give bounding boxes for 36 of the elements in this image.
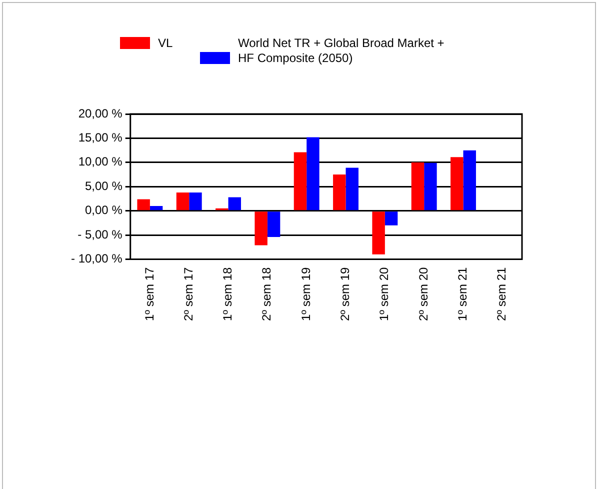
y-tick-label: 10,00 %	[78, 154, 123, 169]
bar	[228, 197, 241, 210]
x-tick-label: 1º sem 18	[220, 266, 235, 322]
legend-label: World Net TR + Global Broad Market + HF Composite (2050)	[238, 36, 446, 66]
x-tick-label: 2º sem 18	[260, 266, 274, 322]
x-tick-label: 1º sem 20	[377, 266, 392, 322]
bar	[176, 192, 190, 210]
bar	[384, 212, 398, 226]
y-tick-label: - 10,00 %	[70, 252, 123, 266]
bar	[189, 192, 202, 210]
bar	[463, 150, 476, 210]
bar	[294, 152, 307, 210]
bar	[150, 206, 163, 210]
y-tick-label: 5,00 %	[85, 178, 123, 193]
bar	[254, 212, 268, 246]
x-tick-label: 2º sem 20	[416, 266, 430, 322]
y-tick-label: 15,00 %	[78, 130, 123, 145]
x-tick-label: 1º sem 19	[298, 266, 313, 322]
bar	[346, 168, 358, 210]
bar	[137, 199, 150, 210]
x-tick-label: 2º sem 19	[338, 266, 352, 322]
legend-label: VL	[158, 36, 173, 50]
x-tick-label: 1º sem 17	[142, 266, 156, 322]
y-tick-label: 0,00 %	[85, 203, 123, 218]
bar	[333, 174, 346, 210]
bar	[306, 137, 320, 210]
bar	[267, 212, 280, 237]
bar	[411, 162, 424, 210]
y-tick-label: 20,00 %	[78, 106, 123, 120]
bar	[424, 162, 437, 210]
y-tick-label: - 5,00 %	[78, 227, 123, 242]
x-tick-label: 2º sem 21	[494, 266, 509, 322]
bar	[372, 212, 385, 254]
x-tick-label: 2º sem 17	[181, 266, 196, 322]
bar	[450, 157, 464, 210]
x-tick-label: 1º sem 21	[456, 266, 470, 322]
